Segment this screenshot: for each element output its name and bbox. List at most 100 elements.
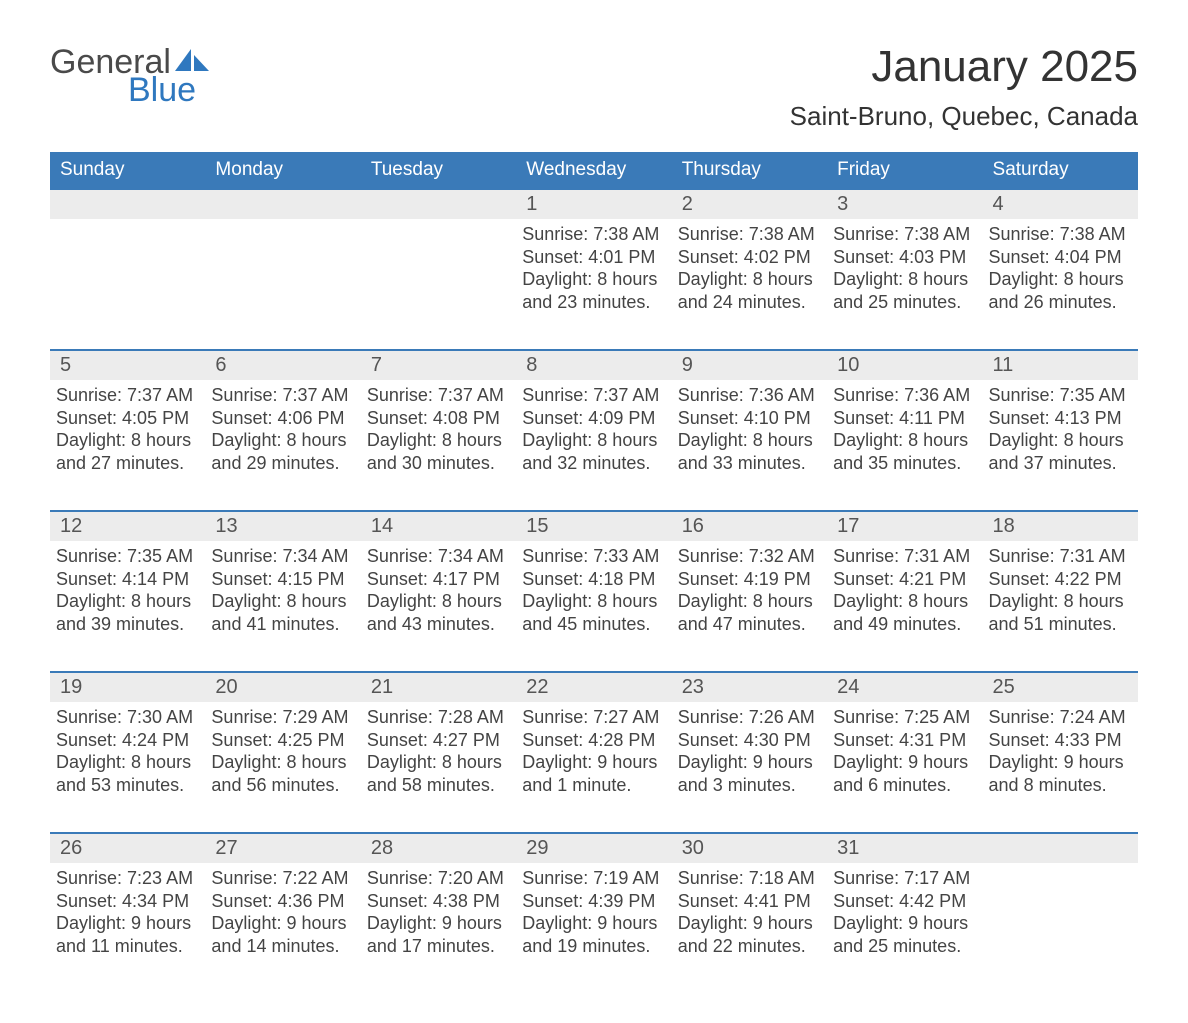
day-day2: and 41 minutes.: [211, 613, 354, 636]
day-sunrise: Sunrise: 7:25 AM: [833, 706, 976, 729]
day-day2: and 8 minutes.: [989, 774, 1132, 797]
daynum-row: 19202122232425: [50, 673, 1138, 702]
day-day2: and 14 minutes.: [211, 935, 354, 958]
day-details: Sunrise: 7:37 AMSunset: 4:06 PMDaylight:…: [211, 380, 354, 474]
day-sunset: Sunset: 4:39 PM: [522, 890, 665, 913]
day-day1: Daylight: 9 hours: [833, 751, 976, 774]
day-details: Sunrise: 7:37 AMSunset: 4:08 PMDaylight:…: [367, 380, 510, 474]
day-details: Sunrise: 7:30 AMSunset: 4:24 PMDaylight:…: [56, 702, 199, 796]
day-sunset: Sunset: 4:04 PM: [989, 246, 1132, 269]
day-cell: [205, 219, 360, 349]
day-number: 7: [361, 351, 516, 380]
weekday-header: Thursday: [672, 152, 827, 188]
day-details: Sunrise: 7:19 AMSunset: 4:39 PMDaylight:…: [522, 863, 665, 957]
day-sunset: Sunset: 4:41 PM: [678, 890, 821, 913]
day-day2: and 49 minutes.: [833, 613, 976, 636]
week-row: 567891011Sunrise: 7:37 AMSunset: 4:05 PM…: [50, 349, 1138, 510]
day-sunrise: Sunrise: 7:38 AM: [678, 223, 821, 246]
day-number: 5: [50, 351, 205, 380]
day-day2: and 35 minutes.: [833, 452, 976, 475]
day-day1: Daylight: 8 hours: [56, 590, 199, 613]
day-number: 15: [516, 512, 671, 541]
day-number: 30: [672, 834, 827, 863]
day-number: 14: [361, 512, 516, 541]
day-details: [56, 219, 199, 223]
month-title: January 2025: [790, 45, 1138, 89]
day-day2: and 25 minutes.: [833, 291, 976, 314]
day-day1: Daylight: 9 hours: [56, 912, 199, 935]
day-day2: and 33 minutes.: [678, 452, 821, 475]
day-cell: Sunrise: 7:29 AMSunset: 4:25 PMDaylight:…: [205, 702, 360, 832]
day-details: Sunrise: 7:36 AMSunset: 4:10 PMDaylight:…: [678, 380, 821, 474]
day-sunrise: Sunrise: 7:27 AM: [522, 706, 665, 729]
day-day1: Daylight: 9 hours: [833, 912, 976, 935]
day-details: Sunrise: 7:37 AMSunset: 4:09 PMDaylight:…: [522, 380, 665, 474]
day-sunset: Sunset: 4:03 PM: [833, 246, 976, 269]
day-cell: Sunrise: 7:28 AMSunset: 4:27 PMDaylight:…: [361, 702, 516, 832]
day-sunset: Sunset: 4:36 PM: [211, 890, 354, 913]
day-day1: Daylight: 9 hours: [522, 912, 665, 935]
day-details: [989, 863, 1132, 867]
logo-text-blue: Blue: [128, 73, 211, 107]
day-details: Sunrise: 7:31 AMSunset: 4:21 PMDaylight:…: [833, 541, 976, 635]
day-sunrise: Sunrise: 7:29 AM: [211, 706, 354, 729]
day-cell: Sunrise: 7:38 AMSunset: 4:03 PMDaylight:…: [827, 219, 982, 349]
day-number: 13: [205, 512, 360, 541]
day-day2: and 43 minutes.: [367, 613, 510, 636]
day-sunrise: Sunrise: 7:35 AM: [56, 545, 199, 568]
day-sunrise: Sunrise: 7:36 AM: [678, 384, 821, 407]
day-cell: Sunrise: 7:34 AMSunset: 4:15 PMDaylight:…: [205, 541, 360, 671]
day-number: 31: [827, 834, 982, 863]
calendar-page: General Blue January 2025 Saint-Bruno, Q…: [0, 0, 1188, 1023]
day-details: Sunrise: 7:17 AMSunset: 4:42 PMDaylight:…: [833, 863, 976, 957]
day-sunset: Sunset: 4:13 PM: [989, 407, 1132, 430]
day-sunrise: Sunrise: 7:26 AM: [678, 706, 821, 729]
day-day2: and 17 minutes.: [367, 935, 510, 958]
day-sunset: Sunset: 4:30 PM: [678, 729, 821, 752]
day-cell: Sunrise: 7:31 AMSunset: 4:21 PMDaylight:…: [827, 541, 982, 671]
day-day1: Daylight: 8 hours: [833, 429, 976, 452]
day-details: Sunrise: 7:32 AMSunset: 4:19 PMDaylight:…: [678, 541, 821, 635]
day-day2: and 37 minutes.: [989, 452, 1132, 475]
day-number: 10: [827, 351, 982, 380]
day-day1: Daylight: 8 hours: [989, 590, 1132, 613]
day-cell: Sunrise: 7:32 AMSunset: 4:19 PMDaylight:…: [672, 541, 827, 671]
day-sunrise: Sunrise: 7:38 AM: [522, 223, 665, 246]
day-sunrise: Sunrise: 7:24 AM: [989, 706, 1132, 729]
day-sunrise: Sunrise: 7:37 AM: [367, 384, 510, 407]
day-day1: Daylight: 8 hours: [367, 590, 510, 613]
day-day2: and 6 minutes.: [833, 774, 976, 797]
day-sunrise: Sunrise: 7:19 AM: [522, 867, 665, 890]
day-sunset: Sunset: 4:25 PM: [211, 729, 354, 752]
day-day1: Daylight: 9 hours: [678, 912, 821, 935]
day-sunset: Sunset: 4:28 PM: [522, 729, 665, 752]
day-day1: Daylight: 9 hours: [678, 751, 821, 774]
day-details: Sunrise: 7:24 AMSunset: 4:33 PMDaylight:…: [989, 702, 1132, 796]
day-day2: and 29 minutes.: [211, 452, 354, 475]
daynum-row: 1234: [50, 190, 1138, 219]
day-number: 3: [827, 190, 982, 219]
day-day1: Daylight: 8 hours: [367, 429, 510, 452]
day-sunrise: Sunrise: 7:33 AM: [522, 545, 665, 568]
day-sunrise: Sunrise: 7:30 AM: [56, 706, 199, 729]
day-sunrise: Sunrise: 7:38 AM: [833, 223, 976, 246]
day-day2: and 45 minutes.: [522, 613, 665, 636]
day-cell: Sunrise: 7:26 AMSunset: 4:30 PMDaylight:…: [672, 702, 827, 832]
day-sunset: Sunset: 4:18 PM: [522, 568, 665, 591]
day-cell: Sunrise: 7:27 AMSunset: 4:28 PMDaylight:…: [516, 702, 671, 832]
day-sunrise: Sunrise: 7:17 AM: [833, 867, 976, 890]
day-sunrise: Sunrise: 7:23 AM: [56, 867, 199, 890]
day-cell: [361, 219, 516, 349]
day-day1: Daylight: 9 hours: [211, 912, 354, 935]
day-number: 18: [983, 512, 1138, 541]
day-day1: Daylight: 8 hours: [522, 268, 665, 291]
day-cell: Sunrise: 7:35 AMSunset: 4:14 PMDaylight:…: [50, 541, 205, 671]
day-number: 1: [516, 190, 671, 219]
day-details: Sunrise: 7:29 AMSunset: 4:25 PMDaylight:…: [211, 702, 354, 796]
day-number: 12: [50, 512, 205, 541]
day-day1: Daylight: 8 hours: [522, 590, 665, 613]
week-row: 19202122232425Sunrise: 7:30 AMSunset: 4:…: [50, 671, 1138, 832]
day-sunset: Sunset: 4:42 PM: [833, 890, 976, 913]
day-day1: Daylight: 8 hours: [56, 751, 199, 774]
day-sunrise: Sunrise: 7:31 AM: [989, 545, 1132, 568]
